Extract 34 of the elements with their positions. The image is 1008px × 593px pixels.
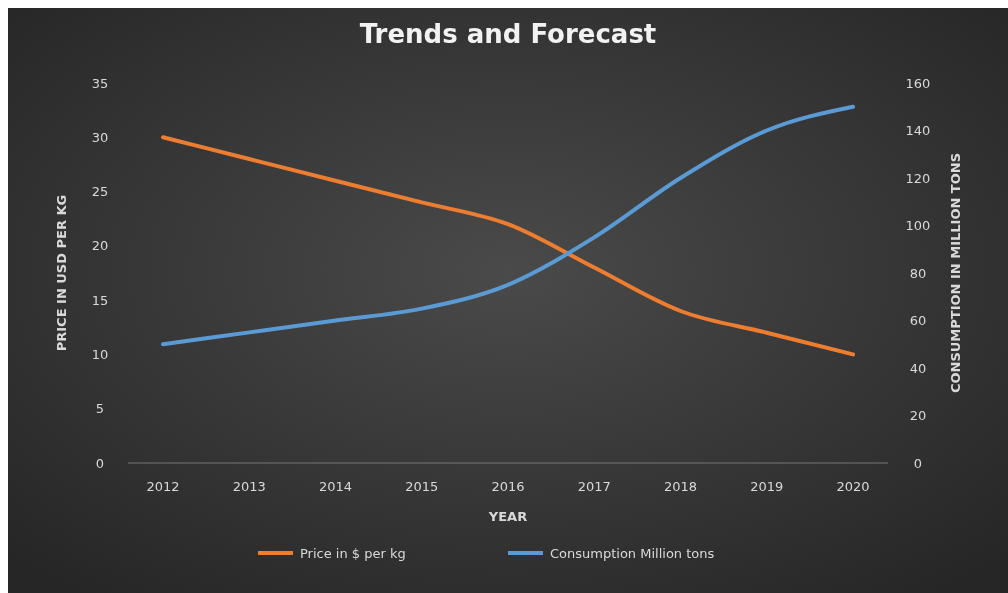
legend-label: Consumption Million tons <box>550 545 715 561</box>
line-series <box>161 135 855 357</box>
legend-label: Price in $ per kg <box>300 545 406 561</box>
x-tick-label: 2014 <box>318 479 353 494</box>
y2-tick-label: 80 <box>909 265 927 281</box>
y2-tick-label: 40 <box>909 360 927 376</box>
y-tick-label: 30 <box>91 129 109 145</box>
x-tick-label: 2015 <box>405 479 439 494</box>
y2-tick-label: 120 <box>905 170 931 186</box>
x-tick-label: 2018 <box>663 479 698 494</box>
y2-tick-label: 20 <box>909 408 927 424</box>
x-tick-label: 2017 <box>577 479 611 494</box>
y-tick-label: 10 <box>91 346 109 362</box>
x-axis-title: YEAR <box>487 509 528 524</box>
x-tick-label: 2013 <box>232 479 266 494</box>
x-tick-label: 2020 <box>836 479 870 494</box>
x-tick-label: 2019 <box>750 479 784 494</box>
x-tick-label: 2012 <box>146 479 180 494</box>
y-tick-label: 35 <box>91 75 109 91</box>
y-tick-label: 25 <box>91 184 109 200</box>
y2-tick-label: 0 <box>913 455 923 471</box>
chart-title: Trends and Forecast <box>359 19 657 49</box>
y2-tick-label: 160 <box>905 75 931 91</box>
y-axis-title: PRICE IN USD PER KG <box>54 194 69 352</box>
x-tick-label: 2016 <box>491 479 525 494</box>
y-tick-label: 0 <box>95 455 105 471</box>
y2-tick-label: 140 <box>905 123 931 139</box>
y-tick-label: 5 <box>95 401 105 417</box>
y-tick-label: 15 <box>91 292 109 308</box>
y2-axis-title: CONSUMPTION IN MILLION TONS <box>948 152 963 394</box>
y-tick-label: 20 <box>91 238 109 254</box>
y2-tick-label: 100 <box>905 218 931 234</box>
line-series <box>161 104 855 347</box>
y2-tick-label: 60 <box>909 313 927 329</box>
